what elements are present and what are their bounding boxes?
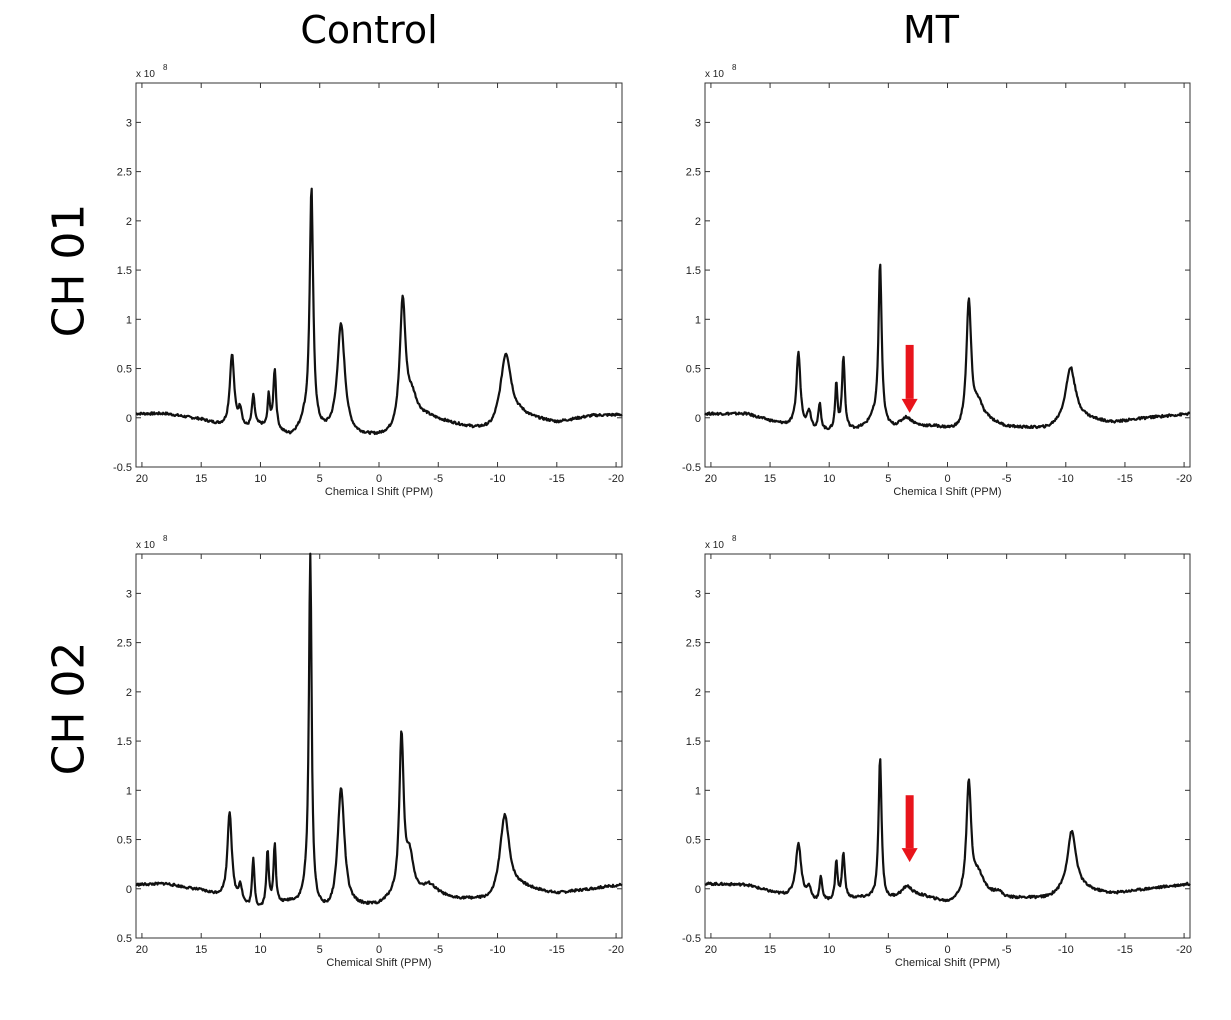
x-tick-label: 0 — [944, 473, 950, 485]
x-tick-label: 15 — [764, 944, 776, 956]
y-tick-label: 2 — [126, 687, 132, 699]
annotation-arrow-shaft — [905, 795, 914, 849]
x-tick-label: -20 — [608, 473, 624, 485]
y-tick-label: 0.5 — [686, 835, 701, 847]
y-tick-label: 0.5 — [117, 364, 132, 376]
spectrum-line — [704, 263, 1191, 431]
annotation-arrow-shaft — [905, 344, 914, 399]
y-tick-label: 1.5 — [117, 265, 132, 277]
spectrum-line — [135, 187, 623, 436]
y-tick-label: 0 — [126, 884, 132, 896]
x-axis-label: Chemical Shift (PPM) — [326, 957, 431, 969]
annotation-arrow-head — [901, 398, 918, 413]
x-tick-label: 5 — [317, 473, 323, 485]
x-tick-label: 15 — [764, 473, 776, 485]
x-axis-label: Chemica l Shift (PPM) — [893, 486, 1001, 498]
x-tick-label: -15 — [1117, 473, 1133, 485]
y-tick-label: -0.5 — [682, 462, 701, 474]
y-axis-exponent: 8 — [163, 534, 168, 543]
y-axis-exponent: 8 — [163, 63, 168, 72]
column-title-control: Control — [300, 8, 438, 52]
y-tick-label: 2.5 — [117, 638, 132, 650]
y-tick-label: 3 — [695, 588, 701, 600]
x-tick-label: 20 — [705, 944, 717, 956]
y-axis-multiplier: x 10 — [705, 69, 724, 80]
y-axis-multiplier: x 10 — [136, 69, 155, 80]
annotation-arrow-head — [901, 848, 918, 863]
x-tick-label: -10 — [1058, 473, 1074, 485]
x-tick-label: 5 — [885, 473, 891, 485]
y-tick-label: 0 — [126, 413, 132, 425]
y-tick-label: 1 — [695, 314, 701, 326]
spectrum-line — [704, 758, 1191, 903]
x-tick-label: 15 — [195, 473, 207, 485]
x-tick-label: 10 — [823, 944, 835, 956]
x-tick-label: -10 — [1058, 944, 1074, 956]
y-tick-label: 0.5 — [117, 933, 132, 945]
x-tick-label: 20 — [136, 473, 148, 485]
x-tick-label: -5 — [1002, 473, 1012, 485]
spectrum-panel-3: 0.5 0 0.5 1 1.5 2 2.5 3 20 15 10 5 0 -5 -10 -15 -20 Chemi… — [117, 534, 624, 969]
y-axis-exponent: 8 — [732, 63, 737, 72]
column-title-mt: MT — [903, 8, 959, 52]
x-tick-label: 5 — [885, 944, 891, 956]
x-tick-label: -15 — [549, 473, 565, 485]
x-tick-label: -20 — [608, 944, 624, 956]
x-axis-label: Chemica l Shift (PPM) — [325, 486, 433, 498]
x-tick-label: 10 — [823, 473, 835, 485]
y-axis-exponent: 8 — [732, 534, 737, 543]
x-tick-label: 20 — [136, 944, 148, 956]
x-tick-label: 5 — [317, 944, 323, 956]
y-tick-label: -0.5 — [682, 933, 701, 945]
x-axis-label: Chemical Shift (PPM) — [895, 957, 1000, 969]
y-tick-label: 3 — [126, 588, 132, 600]
y-tick-label: 2 — [695, 216, 701, 228]
y-tick-label: 1.5 — [117, 736, 132, 748]
y-axis-multiplier: x 10 — [136, 540, 155, 551]
plot-area-frame — [704, 82, 1191, 468]
y-tick-label: 2 — [695, 687, 701, 699]
spectrum-line — [135, 552, 623, 906]
y-axis-multiplier: x 10 — [705, 540, 724, 551]
y-tick-label: 2.5 — [117, 167, 132, 179]
y-tick-label: 0.5 — [117, 835, 132, 847]
y-tick-label: 1 — [695, 785, 701, 797]
x-tick-label: -20 — [1176, 473, 1192, 485]
x-tick-label: -15 — [1117, 944, 1133, 956]
x-tick-label: -5 — [433, 944, 443, 956]
spectrum-panel-4: -0.5 0 0.5 1 1.5 2 2.5 3 20 15 10 5 0 -5 -10 -15 -20 Chem… — [682, 534, 1192, 969]
x-tick-label: 0 — [376, 473, 382, 485]
x-tick-label: 20 — [705, 473, 717, 485]
x-tick-label: -15 — [549, 944, 565, 956]
plot-area-frame — [135, 553, 623, 939]
plot-area-frame — [135, 82, 623, 468]
x-tick-label: -10 — [490, 944, 506, 956]
y-tick-label: 0 — [695, 884, 701, 896]
y-tick-label: 0.5 — [686, 364, 701, 376]
y-tick-label: 1.5 — [686, 265, 701, 277]
y-tick-label: 1.5 — [686, 736, 701, 748]
x-tick-label: 0 — [376, 944, 382, 956]
x-tick-label: 15 — [195, 944, 207, 956]
x-tick-label: -5 — [1002, 944, 1012, 956]
y-tick-label: 2.5 — [686, 638, 701, 650]
y-tick-label: 1 — [126, 314, 132, 326]
y-tick-label: 0 — [695, 413, 701, 425]
y-tick-label: -0.5 — [113, 462, 132, 474]
x-tick-label: -20 — [1176, 944, 1192, 956]
spectrum-panel-2: -0.5 0 0.5 1 1.5 2 2.5 3 20 15 10 5 0 -5 -10 -15 -20 Chem… — [682, 63, 1192, 498]
plot-area-frame — [704, 553, 1191, 939]
y-tick-label: 1 — [126, 785, 132, 797]
spectrum-panel-1: -0.5 0 0.5 1 1.5 2 2.5 3 20 15 10 5 0 -5 -10 -15 -20 Chem… — [113, 63, 624, 498]
x-tick-label: -10 — [490, 473, 506, 485]
x-tick-label: 0 — [944, 944, 950, 956]
y-tick-label: 2 — [126, 216, 132, 228]
y-tick-label: 3 — [126, 117, 132, 129]
y-tick-label: 2.5 — [686, 167, 701, 179]
x-tick-label: -5 — [433, 473, 443, 485]
x-tick-label: 10 — [254, 944, 266, 956]
y-tick-label: 3 — [695, 117, 701, 129]
x-tick-label: 10 — [254, 473, 266, 485]
